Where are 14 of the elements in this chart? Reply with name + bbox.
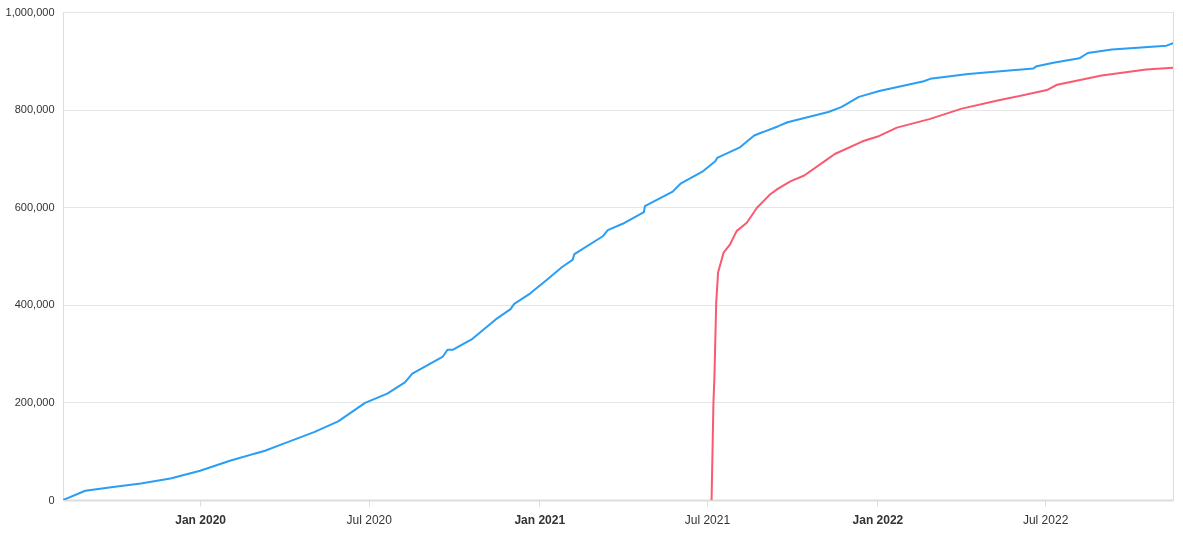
y-tick-label: 800,000 <box>14 103 55 116</box>
y-tick-label: 200,000 <box>14 395 55 408</box>
y-tick-label: 400,000 <box>14 298 55 311</box>
y-tick-label: 0 <box>48 493 55 506</box>
line-series <box>710 66 1173 500</box>
x-tick-label: Jul 2020 <box>346 512 393 527</box>
y-tick-label: 1,000,000 <box>5 5 55 18</box>
line-series <box>63 42 1173 500</box>
x-tick-label: Jan 2022 <box>852 512 904 527</box>
x-tick-label: Jul 2021 <box>684 512 731 527</box>
x-tick-label: Jan 2020 <box>175 512 227 527</box>
x-tick-label: Jan 2021 <box>514 512 566 527</box>
y-tick-label: 600,000 <box>14 200 55 213</box>
x-tick-label: Jul 2022 <box>1022 512 1069 527</box>
